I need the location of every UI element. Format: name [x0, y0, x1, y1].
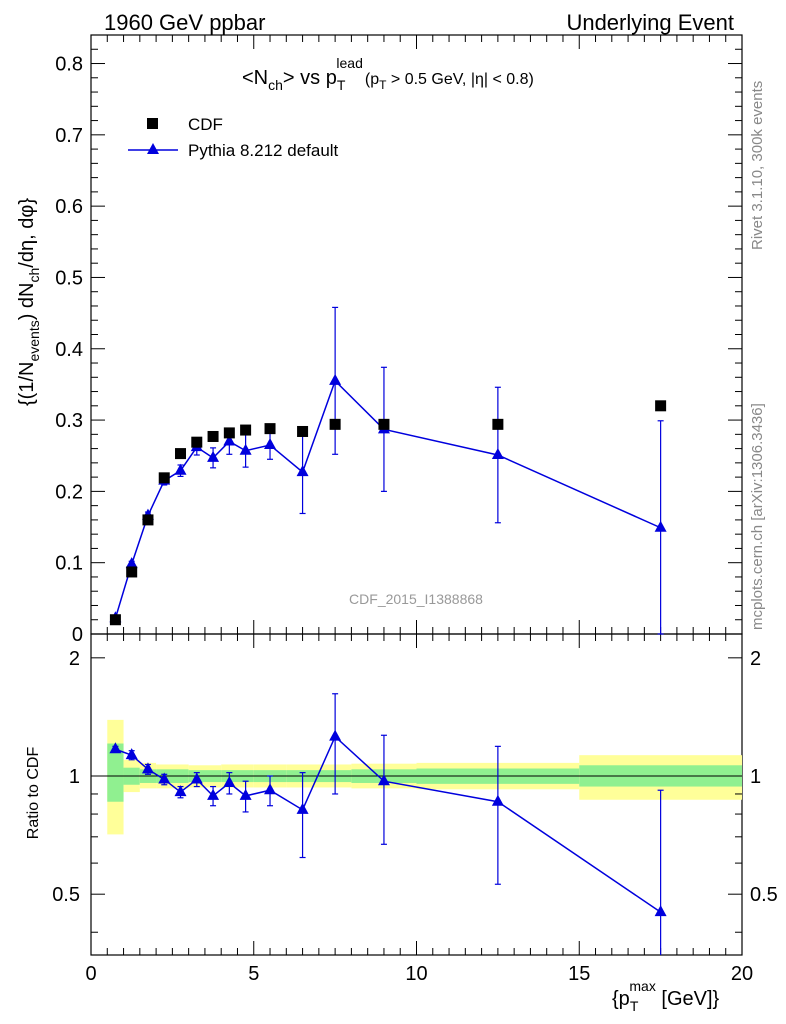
- cdf-point: [378, 418, 390, 430]
- pythia-point: [239, 443, 252, 455]
- ratio-series: [109, 693, 667, 955]
- y-axis-label-ratio: Ratio to CDF: [25, 747, 42, 840]
- cdf-point: [655, 400, 667, 412]
- mcplots-label: mcplots.cern.ch [arXiv:1306.3436]: [749, 403, 766, 630]
- plot-title: <Nch> vs pTlead(pT > 0.5 GeV, |η| < 0.8): [242, 55, 534, 93]
- ratio-point: [207, 788, 220, 800]
- cdf-point: [126, 566, 138, 578]
- ratio-point: [223, 775, 236, 787]
- x-tick-label: 0: [85, 963, 96, 985]
- pythia-point: [654, 520, 667, 532]
- ratio-point: [491, 794, 504, 806]
- pythia-point: [207, 450, 220, 462]
- ratio-point: [158, 772, 171, 784]
- cdf-series: [109, 400, 667, 626]
- y-tick-label-top: 0.6: [55, 196, 83, 218]
- y-tick-label-ratio-right: 2: [750, 648, 761, 670]
- pythia-line: [114, 379, 661, 619]
- cdf-point: [158, 472, 170, 484]
- y-tick-label-ratio-right: 0.5: [750, 884, 778, 906]
- y-tick-label-top: 0.7: [55, 125, 83, 147]
- axis-ticks: [90, 34, 743, 955]
- y-tick-label-ratio: 0.5: [52, 884, 80, 906]
- cdf-point: [175, 448, 187, 460]
- ratio-point: [654, 905, 667, 917]
- y-tick-label-top: 0: [72, 624, 83, 646]
- pythia-point: [264, 438, 277, 450]
- cdf-point: [191, 436, 203, 448]
- y-tick-label-top: 0.8: [55, 54, 83, 76]
- cdf-point: [329, 418, 341, 430]
- tick-labels: 0 5 10 15 20 0 0.1 0.2 0.3 0.4 0.5 0.6 0.7 0.8 0.5 0.5 1…: [52, 54, 778, 985]
- legend-marker-cdf: [147, 118, 158, 129]
- x-tick-label: 20: [731, 963, 753, 985]
- ratio-band-green: [107, 743, 124, 802]
- rivet-label: Rivet 3.1.10, 300k events: [749, 81, 766, 250]
- cdf-point: [264, 423, 276, 435]
- ratio-point: [190, 772, 203, 784]
- pythia-point: [125, 557, 138, 569]
- pythia-point: [491, 448, 504, 460]
- legend-label-cdf: CDF: [188, 115, 223, 134]
- legend-marker-pythia: [147, 143, 159, 154]
- x-tick-label: 10: [405, 963, 427, 985]
- cdf-point: [223, 427, 235, 439]
- legend-label-pythia: Pythia 8.212 default: [188, 141, 339, 160]
- ratio-point: [239, 788, 252, 800]
- y-tick-label-ratio-right: 1: [750, 766, 761, 788]
- cdf-point: [240, 424, 252, 436]
- analysis-watermark: CDF_2015_I1388868: [349, 591, 483, 607]
- ratio-point: [377, 774, 390, 786]
- ratio-point: [174, 785, 187, 797]
- y-tick-label-top: 0.4: [55, 339, 83, 361]
- y-tick-label-ratio: 1: [69, 766, 80, 788]
- x-tick-label: 15: [568, 963, 590, 985]
- pythia-point: [174, 463, 187, 475]
- pythia-point: [296, 465, 309, 477]
- cdf-point: [109, 614, 121, 626]
- pythia-point: [223, 434, 236, 446]
- cdf-point: [492, 418, 504, 430]
- y-axis-label-top: {(1/Nevents) dNch/dη, dφ}: [16, 198, 42, 406]
- x-axis-label: {pTmax [GeV]}: [612, 978, 720, 1014]
- ratio-point: [329, 729, 342, 741]
- y-tick-label-top: 0.2: [55, 481, 83, 503]
- ratio-point: [264, 783, 277, 795]
- y-tick-label-top: 0.1: [55, 553, 83, 575]
- ratio-point: [141, 762, 154, 774]
- ratio-point: [125, 748, 138, 760]
- y-tick-label-top: 0.5: [55, 267, 83, 289]
- ratio-point: [109, 742, 122, 754]
- pythia-series: [109, 306, 667, 635]
- pythia-point: [329, 373, 342, 385]
- cdf-point: [207, 430, 219, 442]
- ratio-point: [296, 802, 309, 814]
- header-right: Underlying Event: [566, 10, 734, 35]
- x-tick-label: 5: [248, 963, 259, 985]
- cdf-point: [297, 425, 309, 437]
- header-left: 1960 GeV ppbar: [104, 10, 266, 35]
- cdf-point: [142, 514, 154, 526]
- ratio-uncertainty-bands: [91, 719, 742, 835]
- y-tick-label-ratio: 2: [69, 648, 80, 670]
- y-tick-label-top: 0.3: [55, 410, 83, 432]
- legend: CDF Pythia 8.212 default: [128, 115, 339, 160]
